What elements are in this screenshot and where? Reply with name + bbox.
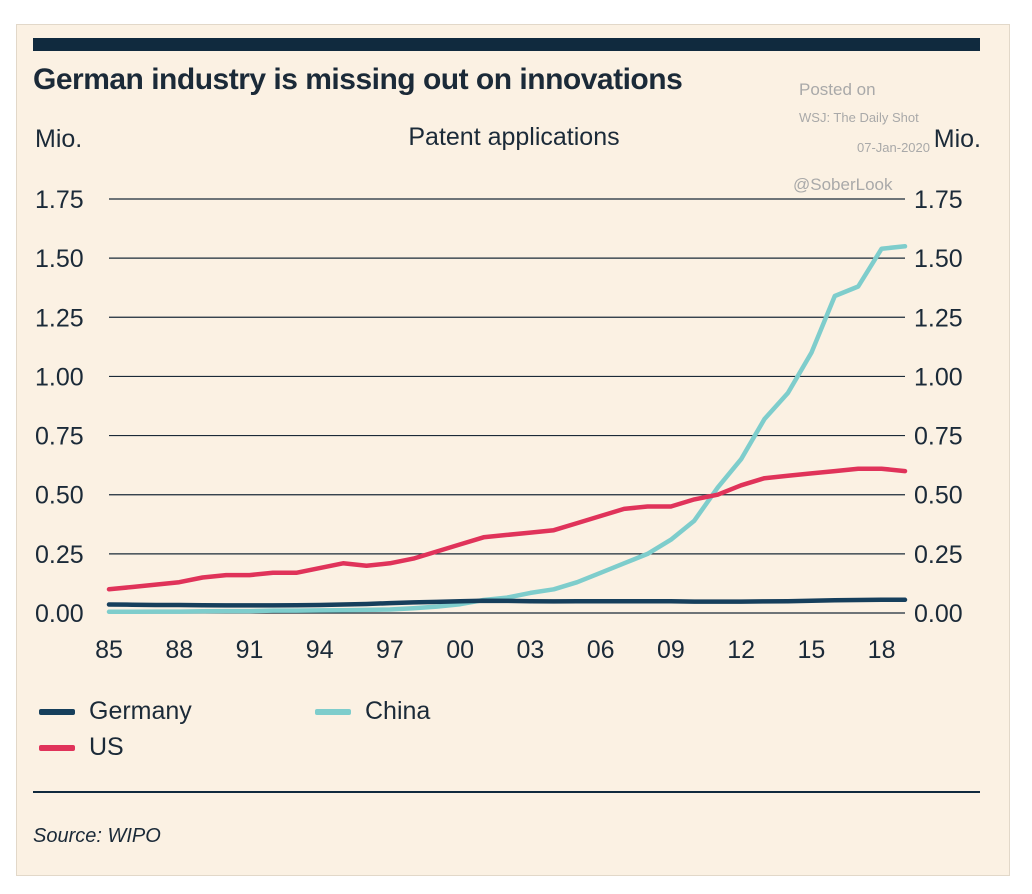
- x-tick-label: 94: [306, 636, 334, 664]
- legend-label-germany: Germany: [89, 697, 192, 725]
- legend-item-us: US: [39, 733, 124, 762]
- legend-swatch-china: [315, 708, 351, 715]
- legend-label-china: China: [365, 697, 431, 725]
- x-tick-label: 91: [236, 636, 264, 664]
- header-bar: [33, 38, 980, 51]
- series-line-germany: [106, 597, 908, 608]
- legend-item-china: China: [315, 697, 430, 726]
- legend-swatch-us: [39, 744, 75, 751]
- series-line-china: [106, 244, 908, 615]
- y-tick-label-right: 0.50: [914, 482, 963, 510]
- y-tick-label-right: 1.25: [914, 304, 963, 332]
- x-tick-label: 97: [376, 636, 404, 664]
- right-axis-unit: Mio.: [933, 125, 981, 153]
- watermark-line-3: 07-Jan-2020: [857, 140, 930, 155]
- x-tick-label: 09: [657, 636, 685, 664]
- x-tick-label: 15: [797, 636, 825, 664]
- legend-item-germany: Germany: [39, 697, 192, 726]
- chart-subtitle: Patent applications: [408, 123, 620, 151]
- source-note: Source: WIPO: [33, 825, 161, 847]
- legend-swatch-germany: [39, 708, 75, 715]
- chart-card: German industry is missing out on innova…: [16, 24, 1010, 876]
- y-tick-label-right: 0.25: [914, 541, 963, 569]
- y-tick-label-left: 0.75: [35, 423, 84, 451]
- y-tick-label-left: 0.50: [35, 482, 84, 510]
- y-tick-label-left: 1.75: [35, 186, 84, 214]
- chart-title: German industry is missing out on innova…: [33, 63, 683, 96]
- x-tick-label: 03: [517, 636, 545, 664]
- y-tick-label-right: 1.50: [914, 245, 963, 273]
- watermark-line-2: WSJ: The Daily Shot: [799, 110, 919, 125]
- watermark-line-1: Posted on: [799, 80, 876, 99]
- x-tick-label: 85: [95, 636, 123, 664]
- legend-label-us: US: [89, 733, 124, 761]
- x-tick-label: 88: [165, 636, 193, 664]
- watermark-line-4: @SoberLook: [793, 175, 893, 194]
- left-axis-unit: Mio.: [35, 125, 83, 153]
- x-tick-label: 06: [587, 636, 615, 664]
- y-tick-label-left: 1.00: [35, 363, 84, 391]
- x-tick-label: 00: [446, 636, 474, 664]
- y-tick-label-left: 1.25: [35, 304, 84, 332]
- footer-rule: [33, 791, 980, 793]
- y-tick-label-right: 0.75: [914, 423, 963, 451]
- y-tick-label-right: 0.00: [914, 600, 963, 628]
- y-tick-label-right: 1.00: [914, 363, 963, 391]
- y-tick-label-left: 0.00: [35, 600, 84, 628]
- x-tick-label: 18: [868, 636, 896, 664]
- x-tick-label: 12: [727, 636, 755, 664]
- line-chart: 0.00 0.00 0.25 0.25 0.50 0.50 0.75 0.75 1.00 1.00…: [35, 186, 963, 664]
- y-tick-label-right: 1.75: [914, 186, 963, 214]
- y-tick-label-left: 0.25: [35, 541, 84, 569]
- series-line-us: [106, 466, 908, 592]
- y-tick-label-left: 1.50: [35, 245, 84, 273]
